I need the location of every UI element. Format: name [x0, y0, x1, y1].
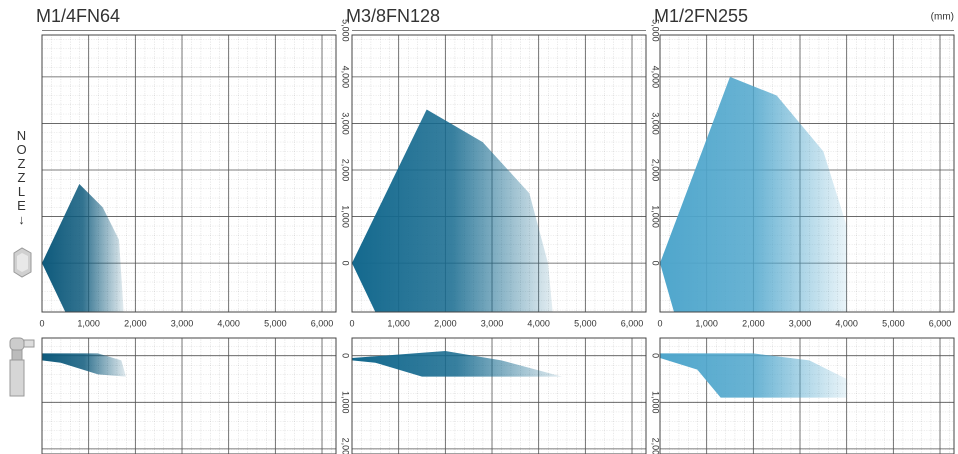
y-tick-label: 0 — [341, 261, 351, 266]
chart-title: M3/8FN128 — [346, 6, 440, 26]
plot-frame — [659, 337, 955, 454]
y-tick-label: 3,000 — [341, 112, 351, 135]
y-tick-label: 0 — [341, 353, 351, 358]
plot-frame — [41, 337, 337, 454]
spray-area — [42, 353, 126, 377]
x-tick-label: 0 — [39, 318, 44, 328]
x-tick-label: 4,000 — [527, 318, 550, 328]
x-tick-label: 2,000 — [742, 318, 765, 328]
x-tick-label: 2,000 — [124, 318, 147, 328]
x-tick-label: 6,000 — [311, 318, 334, 328]
x-tick-label: 4,000 — [835, 318, 858, 328]
y-tick-label: 5,000 — [651, 19, 661, 42]
x-tick-label: 5,000 — [574, 318, 597, 328]
y-tick-label: 2,000 — [651, 438, 661, 454]
x-tick-label: 0 — [349, 318, 354, 328]
plot-frame — [41, 34, 337, 313]
nozzle-label: NOZZLE↓ — [14, 128, 29, 226]
spray-area — [660, 353, 847, 398]
y-tick-label: 4,000 — [341, 66, 351, 89]
chart-title: M1/2FN255 — [654, 6, 748, 26]
x-tick-label: 1,000 — [387, 318, 410, 328]
y-tick-label: 0 — [651, 353, 661, 358]
chart-title: M1/4FN64 — [36, 6, 120, 26]
y-tick-label: 3,000 — [651, 112, 661, 135]
y-tick-label: 1,000 — [341, 391, 351, 414]
x-tick-label: 0 — [657, 318, 662, 328]
x-tick-label: 2,000 — [434, 318, 457, 328]
y-tick-label: 2,000 — [651, 159, 661, 182]
plot-frame — [659, 34, 955, 313]
x-tick-label: 3,000 — [171, 318, 194, 328]
unit-label: (mm) — [931, 12, 954, 23]
nozzle-side-icon — [9, 337, 35, 397]
x-tick-label: 5,000 — [882, 318, 905, 328]
plot-frame — [351, 337, 647, 454]
spray-area — [352, 109, 553, 312]
x-tick-label: 6,000 — [621, 318, 644, 328]
spray-area — [352, 351, 562, 377]
x-tick-label: 5,000 — [264, 318, 287, 328]
y-tick-label: 5,000 — [341, 19, 351, 42]
y-tick-label: 1,000 — [651, 205, 661, 228]
x-tick-label: 4,000 — [217, 318, 240, 328]
y-tick-label: 4,000 — [651, 66, 661, 89]
x-tick-label: 6,000 — [929, 318, 952, 328]
y-tick-label: 1,000 — [651, 391, 661, 414]
y-tick-label: 1,000 — [341, 205, 351, 228]
x-tick-label: 3,000 — [481, 318, 504, 328]
spray-area — [42, 183, 124, 312]
spray-area — [660, 76, 847, 312]
nozzle-icon — [13, 247, 32, 278]
y-tick-label: 2,000 — [341, 438, 351, 454]
y-tick-label: 2,000 — [341, 159, 351, 182]
plot-frame — [351, 34, 647, 313]
y-tick-label: 0 — [651, 261, 661, 266]
x-tick-label: 1,000 — [77, 318, 100, 328]
x-tick-label: 3,000 — [789, 318, 812, 328]
x-tick-label: 1,000 — [695, 318, 718, 328]
